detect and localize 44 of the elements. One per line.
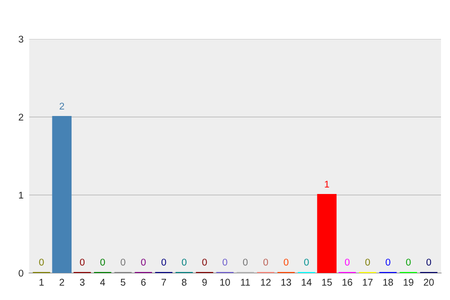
data-label: 0 <box>182 258 186 266</box>
x-tick-label: 20 <box>424 278 434 286</box>
y-tick-label: 2 <box>18 114 24 121</box>
x-tick-label: 11 <box>241 278 250 286</box>
x-tick-label: 4 <box>100 278 106 286</box>
data-label: 0 <box>100 258 105 266</box>
y-tick-label: 3 <box>18 36 24 43</box>
x-tick-label: 2 <box>60 278 64 286</box>
x-tick-label: 1 <box>40 278 44 286</box>
x-tick-label: 8 <box>182 278 186 286</box>
data-label: 0 <box>365 258 370 266</box>
data-label: 1 <box>324 180 330 188</box>
data-label: 0 <box>222 258 228 266</box>
data-label: 0 <box>202 258 207 266</box>
data-label: 0 <box>304 258 309 266</box>
data-label: 0 <box>39 258 44 266</box>
data-label: 0 <box>406 258 411 266</box>
x-tick-label: 9 <box>202 278 207 286</box>
data-label: 0 <box>80 258 85 266</box>
x-tick-label: 10 <box>220 278 230 286</box>
x-tick-label: 14 <box>302 278 312 286</box>
x-tick-label: 13 <box>281 278 292 286</box>
x-tick-label: 16 <box>342 278 352 286</box>
data-label: 0 <box>426 258 432 266</box>
x-tick-label: 17 <box>362 278 373 286</box>
data-label: 0 <box>344 258 350 266</box>
x-tick-label: 12 <box>261 278 271 286</box>
data-label: 0 <box>161 258 166 266</box>
x-tick-label: 18 <box>383 278 393 286</box>
data-label: 2 <box>60 102 64 110</box>
data-label: 0 <box>242 258 248 266</box>
x-tick-label: 15 <box>322 278 332 286</box>
x-tick-label: 5 <box>120 278 126 286</box>
data-label: 0 <box>386 258 390 266</box>
data-label: 0 <box>284 258 288 266</box>
y-tick-label: 0 <box>18 270 24 277</box>
x-tick-label: 6 <box>141 278 146 286</box>
y-tick-label: 1 <box>19 192 24 199</box>
data-label: 0 <box>141 258 146 266</box>
x-tick-label: 19 <box>404 278 414 286</box>
data-label: 0 <box>120 258 126 266</box>
x-tick-label: 7 <box>162 278 166 286</box>
data-label: 0 <box>263 258 268 266</box>
x-tick-label: 3 <box>80 278 85 286</box>
